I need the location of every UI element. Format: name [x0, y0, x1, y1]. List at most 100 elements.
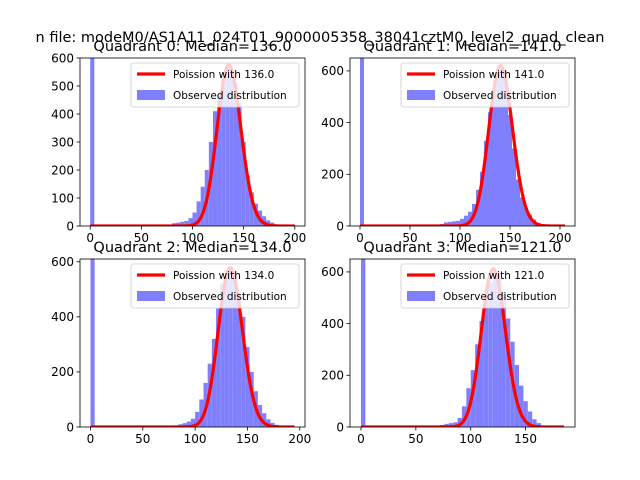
x-tick-label: 150 [232, 231, 255, 245]
y-tick-label: 200 [321, 369, 344, 383]
poisson-fit-line [359, 64, 566, 226]
legend-label-observed: Observed distribution [443, 291, 557, 303]
histogram-bar [232, 272, 237, 427]
histogram-bar [448, 423, 454, 427]
histogram-bar [461, 406, 467, 427]
x-tick-label: 0 [357, 432, 365, 446]
histogram-bar [444, 222, 448, 226]
histogram-bar [180, 221, 185, 226]
legend-bar-swatch [137, 90, 165, 100]
legend-label-fit: Poission with 141.0 [443, 69, 544, 81]
histogram-bar [516, 179, 520, 226]
legend-box [400, 62, 570, 108]
histogram-bar [501, 292, 506, 427]
plot-area [360, 259, 565, 427]
x-tick-label: 100 [181, 231, 204, 245]
x-tick-label: 0 [86, 231, 94, 245]
histogram-bar [229, 72, 234, 226]
histogram-bar [524, 207, 528, 226]
y-tick-label: 100 [51, 191, 74, 205]
histogram-bar [212, 111, 218, 226]
y-tick-label: 200 [51, 365, 74, 379]
histogram-bar [456, 220, 460, 226]
y-tick-label: 400 [51, 310, 74, 324]
x-tick-label: 0 [87, 432, 95, 446]
x-tick-label: 50 [402, 231, 417, 245]
histogram-bar [266, 220, 271, 226]
histogram-bar [224, 270, 229, 427]
legend-label-observed: Observed distribution [173, 291, 287, 303]
histogram-bar [504, 81, 508, 226]
x-tick-label: 100 [184, 432, 207, 446]
histogram-bar [479, 321, 484, 427]
histogram-bar [228, 267, 233, 427]
y-tick-label: 0 [66, 420, 74, 434]
y-tick-label: 600 [321, 265, 344, 279]
histogram-bar [483, 297, 489, 427]
poisson-fit-line [89, 63, 296, 226]
histogram-bar [452, 221, 456, 226]
y-tick-label: 0 [336, 219, 344, 233]
y-tick-label: 500 [51, 79, 74, 93]
histogram-bar [508, 114, 512, 226]
histogram-bar [457, 417, 462, 427]
legend-bar-swatch [407, 90, 435, 100]
y-tick-label: 600 [51, 51, 74, 65]
y-tick-label: 200 [321, 168, 344, 182]
x-tick-label: 200 [283, 231, 306, 245]
chart-quadrant-2: 0 50 100 150 200 0 200 400 600 Quadrant 2: Median… [51, 240, 311, 446]
y-tick-label: 0 [336, 420, 344, 434]
x-tick-label: 0 [356, 231, 364, 245]
histogram-bar [90, 259, 95, 427]
histogram-bar [249, 192, 254, 226]
histogram-bar [266, 419, 271, 427]
histogram-bar [453, 422, 458, 427]
y-tick-label: 300 [51, 135, 74, 149]
x-tick-label: 100 [449, 231, 472, 245]
histogram-bar [188, 218, 193, 226]
histogram-bar [216, 308, 221, 427]
chart-title: Quadrant 1: Median=141.0 [363, 39, 561, 55]
histogram-bar [496, 70, 500, 226]
histogram-bar [448, 221, 452, 226]
y-tick-label: 200 [51, 163, 74, 177]
legend-box [130, 62, 300, 108]
legend: Poission with 121.0 Observed distribution [400, 263, 570, 309]
histogram-bar [528, 214, 532, 226]
histogram-bar [233, 83, 238, 226]
y-tick-label: 400 [321, 116, 344, 130]
histogram-bar [182, 423, 187, 427]
legend-bar-swatch [137, 291, 165, 301]
x-tick-label: 150 [514, 432, 537, 446]
histogram-bar [192, 212, 197, 226]
legend: Poission with 141.0 Observed distribution [400, 62, 570, 108]
histogram-bar [360, 259, 366, 427]
chart-title: Quadrant 0: Median=136.0 [93, 39, 291, 55]
histogram-bar [211, 338, 217, 427]
y-tick-label: 0 [66, 219, 74, 233]
histogram-bar [176, 222, 181, 226]
chart-quadrant-0: 0 50 100 150 200 0 100 200 300 400 500 600 Quadrant … [51, 39, 306, 245]
legend-label-fit: Poission with 136.0 [173, 69, 274, 81]
histogram-bar [360, 58, 364, 226]
histogram-bar [488, 282, 493, 427]
histogram-bar [241, 142, 246, 226]
histogram-bar [519, 385, 524, 427]
plot-area [359, 58, 566, 226]
x-tick-label: 200 [549, 231, 572, 245]
histogram-bar [523, 401, 528, 427]
legend-label-fit: Poission with 134.0 [173, 270, 274, 282]
histogram-bar [225, 67, 230, 226]
histogram-bar [262, 216, 267, 226]
histogram-bar [262, 413, 267, 427]
plot-area [89, 259, 296, 427]
y-tick-label: 600 [321, 64, 344, 78]
histogram-bar [512, 148, 516, 226]
x-tick-label: 200 [288, 432, 311, 446]
x-tick-label: 50 [408, 432, 423, 446]
x-tick-label: 150 [236, 432, 259, 446]
histogram-bar [217, 94, 222, 226]
histogram-bar [195, 411, 200, 427]
histogram-bar [527, 411, 533, 427]
histogram-bar [249, 371, 254, 427]
